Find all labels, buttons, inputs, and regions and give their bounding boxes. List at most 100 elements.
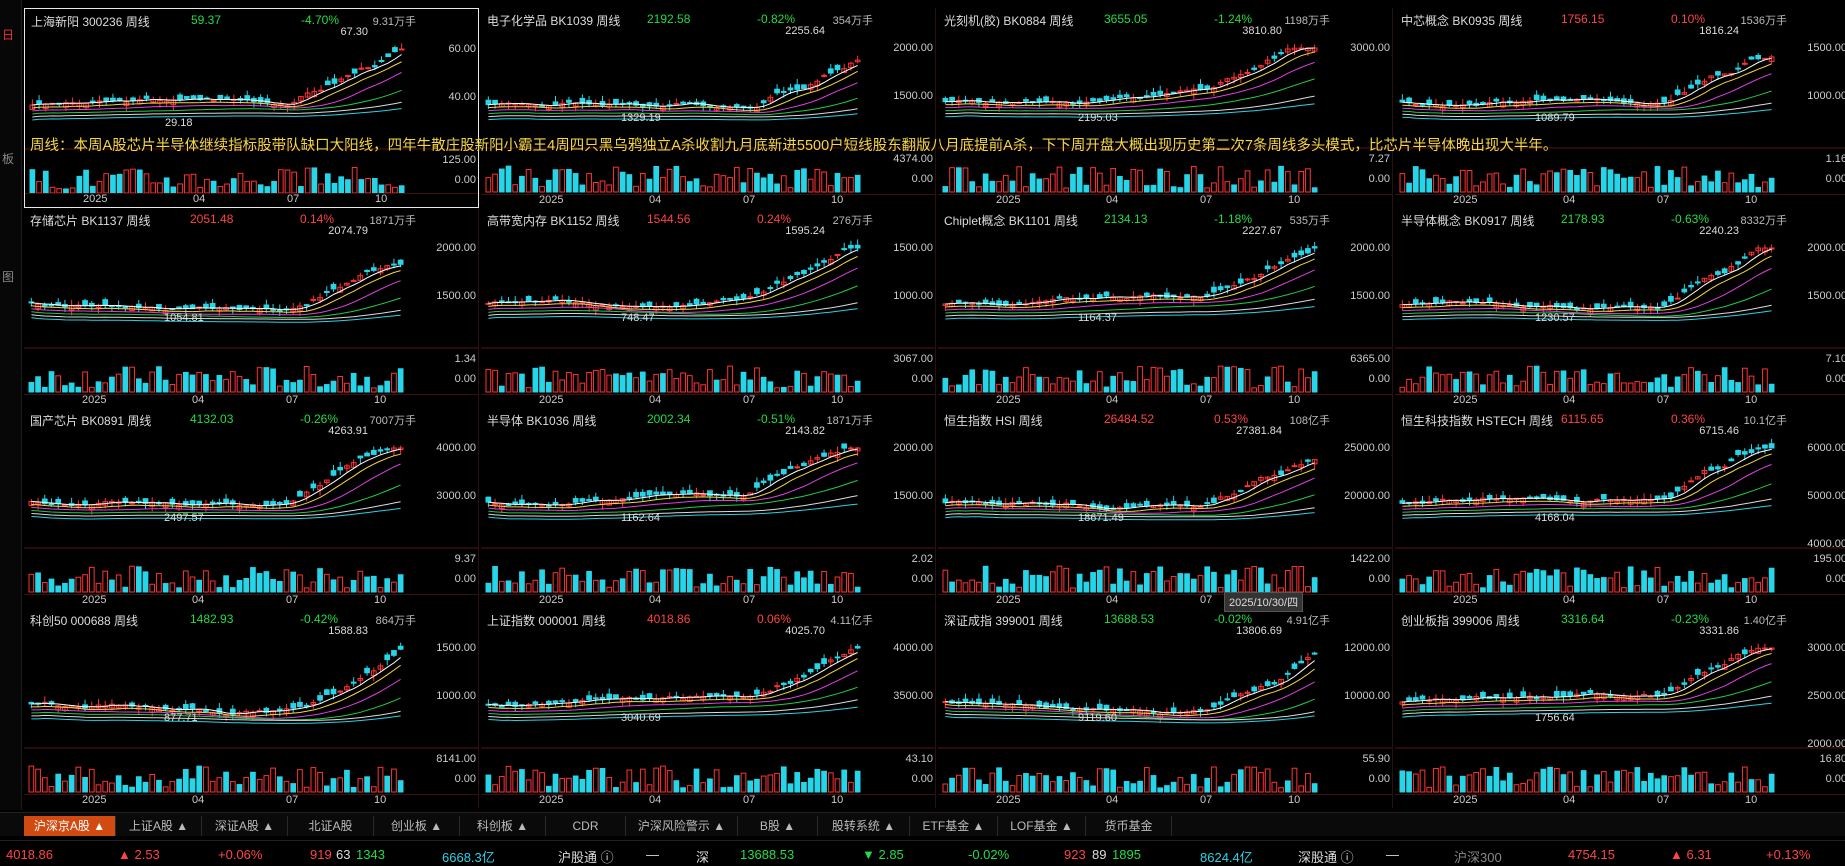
chart-panel[interactable]: 恒生科技指数 HSTECH 周线 6115.65 0.36% 10.1亿手 6715.4…: [1395, 408, 1845, 608]
volume-bar: [566, 574, 572, 593]
volume-bar: [1197, 575, 1204, 593]
hgt-link[interactable]: 沪股通 ⓘ: [558, 850, 614, 865]
candlestick-chart[interactable]: [24, 408, 479, 608]
market-tab[interactable]: 北证A股: [288, 816, 374, 836]
candle-body: [485, 302, 492, 305]
panel-header: Chiplet概念 BK1101 周线 2134.13 -1.18% 535万手: [944, 212, 1392, 228]
panel-title: Chiplet概念 BK1101 周线: [944, 214, 1078, 228]
volume-bar: [1459, 169, 1466, 193]
chart-panel[interactable]: 半导体 BK1036 周线 2002.34 -0.51% 1871万手 2143.82 1…: [481, 408, 936, 608]
market-tab[interactable]: 沪深京A股 ▲: [24, 816, 116, 836]
y-axis-label: 1500.00: [893, 90, 933, 102]
candlestick-chart[interactable]: [938, 8, 1393, 208]
moving-average-line: [31, 664, 401, 717]
chart-panel[interactable]: 创业板指 399006 周线 3316.64 -0.23% 1.40亿手 3331.86…: [1395, 608, 1845, 808]
moving-average-line: [31, 270, 401, 313]
chart-panel[interactable]: 高带宽内存 BK1152 周线 1544.56 0.24% 276万手 1595.24 7…: [481, 208, 936, 408]
candlestick-chart[interactable]: [24, 608, 479, 808]
candlestick-chart[interactable]: [481, 408, 936, 608]
candlestick-chart[interactable]: [25, 9, 479, 208]
market-tab[interactable]: 创业板 ▲: [374, 816, 460, 836]
candle-body: [1439, 498, 1446, 501]
candlestick-chart[interactable]: [938, 608, 1393, 808]
volume-bar: [1291, 386, 1298, 393]
panel-header: 上证指数 000001 周线 4018.86 0.06% 4.11亿手: [487, 612, 935, 628]
low-marker: 4168.04: [1535, 512, 1575, 524]
volume-bar: [512, 184, 519, 193]
chart-panel[interactable]: 恒生指数 HSI 周线 26484.52 0.53% 108亿手 27381.84 186…: [938, 408, 1393, 608]
candlestick-chart[interactable]: [1395, 8, 1845, 208]
chart-panel[interactable]: 中芯概念 BK0935 周线 1756.15 0.10% 1536万手 1816.24 1…: [1395, 8, 1845, 208]
market-tab[interactable]: 股转系统 ▲: [818, 816, 910, 836]
volume-bar: [666, 569, 673, 593]
volume-bar: [1264, 376, 1271, 393]
sgt-link[interactable]: 深股通 ⓘ: [1298, 850, 1354, 865]
chart-panel[interactable]: 电子化学品 BK1039 周线 2192.58 -0.82% 354万手 2255.64…: [481, 8, 936, 208]
chart-panel[interactable]: 存储芯片 BK1137 周线 2051.48 0.14% 1871万手 2074.79 1…: [24, 208, 479, 408]
volume-axis-label: 0.00: [454, 773, 476, 785]
candle-body: [122, 306, 129, 309]
volume-bar: [357, 778, 364, 793]
volume-bar: [1721, 781, 1728, 793]
volume-bar: [83, 169, 89, 194]
panel-change: -0.51%: [757, 412, 796, 426]
market-tab[interactable]: B股 ▲: [738, 816, 818, 836]
y-axis-label: 2000.00: [1350, 242, 1390, 254]
market-tab[interactable]: 科创板 ▲: [460, 816, 546, 836]
volume-bar: [1164, 375, 1170, 393]
volume-bar: [318, 183, 324, 194]
candle-body: [525, 295, 532, 302]
market-tab[interactable]: 深证A股 ▲: [202, 816, 288, 836]
candle-body: [982, 703, 989, 708]
x-axis-label: 10: [1745, 394, 1758, 406]
panel-change: -0.42%: [300, 612, 339, 626]
candle-body: [130, 97, 136, 101]
candlestick-chart[interactable]: [1395, 208, 1845, 408]
volume-bar: [263, 775, 270, 793]
volume-bar: [1150, 775, 1157, 793]
chart-panel[interactable]: Chiplet概念 BK1101 周线 2134.13 -1.18% 535万手 222…: [938, 208, 1393, 408]
candle-body: [1466, 497, 1473, 501]
candlestick-chart[interactable]: [1395, 408, 1845, 608]
candlestick-chart[interactable]: [481, 208, 936, 408]
y-axis-label: 1500.00: [893, 490, 933, 502]
market-tab[interactable]: 上证A股 ▲: [116, 816, 202, 836]
candle-body: [1049, 499, 1056, 506]
market-tab[interactable]: LOF基金 ▲: [998, 816, 1086, 836]
candlestick-chart[interactable]: [481, 608, 936, 808]
volume-bar: [1090, 380, 1096, 393]
candle-body: [1553, 96, 1560, 100]
market-tab[interactable]: 货币基金: [1086, 816, 1172, 836]
candle-body: [1271, 682, 1278, 685]
volume-bar: [303, 786, 310, 793]
market-tab[interactable]: CDR: [546, 816, 626, 836]
candlestick-chart[interactable]: [1395, 608, 1845, 808]
moving-average-line: [488, 652, 858, 707]
chart-panel[interactable]: 科创50 000688 周线 1482.93 -0.42% 864万手 1588.83 8…: [24, 608, 479, 808]
candle-body: [639, 491, 646, 497]
candlestick-chart[interactable]: [481, 8, 936, 208]
chart-panel[interactable]: 深证成指 399001 周线 13688.53 -0.02% 4.91亿手 13806.…: [938, 608, 1393, 808]
volume-bar: [330, 778, 337, 793]
chart-panel[interactable]: 上海新阳 300236 周线 59.37 -4.70% 9.31万手 67.30 29.1…: [24, 8, 479, 208]
market-tab[interactable]: 沪深风险警示 ▲: [626, 816, 738, 836]
chart-panel[interactable]: 光刻机(胶) BK0884 周线 3655.05 -1.24% 1198万手 3810.…: [938, 8, 1393, 208]
candlestick-chart[interactable]: [938, 408, 1393, 608]
candle-body: [378, 59, 385, 62]
volume-bar: [209, 780, 216, 793]
chart-panel[interactable]: 国产芯片 BK0891 周线 4132.03 -0.26% 7007万手 4263.91…: [24, 408, 479, 608]
candlestick-chart[interactable]: [24, 208, 479, 408]
volume-bar: [626, 769, 633, 793]
volume-bar: [102, 382, 109, 393]
chart-panel[interactable]: 半导体概念 BK0917 周线 2178.93 -0.63% 8332万手 2240.2…: [1395, 208, 1845, 408]
volume-bar: [666, 769, 673, 793]
volume-bar: [1647, 772, 1654, 793]
market-tab[interactable]: ETF基金 ▲: [910, 816, 998, 836]
moving-average-line: [945, 711, 1315, 721]
candle-body: [747, 296, 754, 299]
volume-bar: [1096, 371, 1103, 393]
candle-body: [1748, 449, 1755, 454]
candlestick-chart[interactable]: [938, 208, 1393, 408]
chart-panel[interactable]: 上证指数 000001 周线 4018.86 0.06% 4.11亿手 4025.70 3…: [481, 608, 936, 808]
candle-body: [848, 62, 854, 68]
